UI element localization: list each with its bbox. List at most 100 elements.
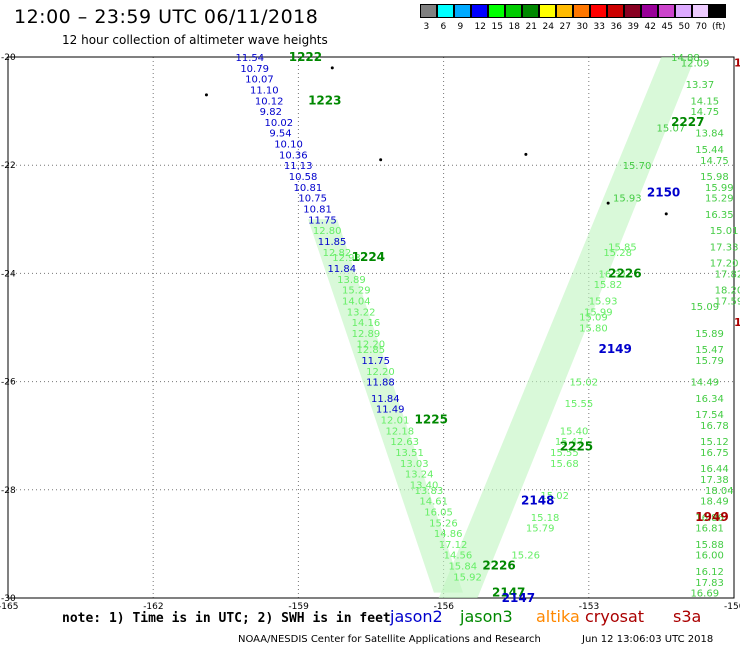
swh-value-jason3: 12.01: [381, 415, 410, 426]
pass-time-label: 1224: [352, 250, 385, 264]
page-subtitle: 12 hour collection of altimeter wave hei…: [62, 33, 328, 47]
swh-value-jason3: 15.89: [695, 329, 724, 340]
lon-tick-label: -156: [434, 602, 455, 612]
swh-value-jason3: 15.93: [589, 296, 618, 307]
swh-value-jason2: 11.10: [250, 85, 279, 96]
swh-value-jason3: 12.85: [356, 345, 385, 356]
legend-label: 33: [593, 22, 605, 32]
legend-label: 3: [423, 22, 430, 32]
swh-value-jason3: 14.75: [690, 107, 719, 118]
swh-value-jason3: 14.61: [419, 497, 448, 508]
legend-label: 9: [457, 22, 464, 32]
swh-value-jason3: 16.31: [598, 269, 627, 280]
pass-time-label: 2150: [647, 185, 680, 199]
swh-value-jason3: 16.44: [700, 464, 729, 475]
pass-time-label: 2226: [482, 559, 515, 573]
swh-value-cryosat: 12: [734, 56, 740, 69]
legend-swatch: [675, 4, 692, 18]
page-title: 12:00 – 23:59 UTC 06/11/2018: [14, 6, 319, 28]
pass-time-label: 2226: [608, 266, 641, 280]
swh-value-jason2: 11.84: [327, 264, 356, 275]
legend-swatch: [590, 4, 607, 18]
swh-value-jason3: 15.02: [540, 491, 569, 502]
swh-value-jason3: 14.04: [342, 296, 371, 307]
island-dot: [606, 201, 610, 205]
swh-value-jason3: 15.09: [690, 302, 719, 313]
swh-value-jason2: 10.10: [274, 140, 303, 151]
swh-value-jason3: 15.28: [603, 248, 632, 259]
lat-tick-label: -30: [1, 594, 16, 604]
swh-value-jason3: 13.24: [405, 470, 434, 481]
lon-tick-label: -165: [0, 602, 18, 612]
legend-label: 24: [542, 22, 554, 32]
swh-value-jason3: 13.03: [400, 459, 429, 470]
pass-time-label: 2225: [560, 440, 593, 454]
legend-swatch: [556, 4, 573, 18]
island-dot: [524, 152, 528, 156]
credit-text: NOAA/NESDIS Center for Satellite Applica…: [238, 634, 541, 645]
legend-swatch: [505, 4, 522, 18]
legend-swatch: [420, 4, 437, 18]
swh-value-jason3: 15.18: [531, 513, 560, 524]
pass-time-label: 2149: [598, 342, 631, 356]
swh-value-jason2: 11.75: [308, 215, 337, 226]
swh-value-jason2: 11.88: [366, 378, 395, 389]
island-dot: [204, 93, 208, 97]
swh-value-jason3: 15.01: [710, 226, 739, 237]
swh-value-jason3: 16.81: [695, 524, 724, 535]
swh-value-jason3: 15.85: [608, 242, 637, 253]
legend-label: 21: [525, 22, 537, 32]
legend-label: 50: [678, 22, 690, 32]
legend-swatch: [454, 4, 471, 18]
swh-value-jason3: 14.49: [690, 378, 719, 389]
swh-value-jason3: 16.00: [695, 551, 724, 562]
pass-time-label: 2147: [502, 591, 535, 605]
swh-value-jason3: 15.47: [695, 345, 724, 356]
lon-tick-label: -159: [288, 602, 309, 612]
swh-value-jason3: 15.93: [613, 194, 642, 205]
swh-value-jason3: 13.40: [410, 480, 439, 491]
swh-value-jason2: 10.07: [245, 75, 274, 86]
legend-label: 18: [508, 22, 520, 32]
satellite-key-jason3: jason3: [460, 607, 513, 626]
legend-unit: (ft): [712, 22, 726, 32]
swh-value-jason2: 10.81: [303, 204, 332, 215]
legend-swatch: [641, 4, 658, 18]
swh-value-jason2: 9.54: [269, 129, 291, 140]
pass-time-label: 2148: [521, 494, 554, 508]
swh-value-jason2: 11.84: [371, 394, 400, 405]
timestamp-text: Jun 12 13:06:03 UTC 2018: [582, 634, 714, 645]
swh-value-jason3: 12.20: [366, 367, 395, 378]
swath-band-east: [438, 57, 696, 598]
legend-swatch: [624, 4, 641, 18]
swh-value-jason3: 16.78: [700, 421, 729, 432]
swh-value-jason3: 15.98: [700, 172, 729, 183]
swh-value-jason3: 13.51: [395, 448, 424, 459]
swh-value-jason3: 17.59: [715, 296, 740, 307]
island-dot: [379, 158, 383, 162]
legend-swatch: [607, 4, 624, 18]
swath-band-west: [308, 219, 463, 593]
swh-value-jason3: 15.79: [695, 356, 724, 367]
footer-note: note: 1) Time is in UTC; 2) SWH is in fe…: [62, 611, 391, 626]
swh-value-jason3: 16.05: [424, 507, 453, 518]
legend-label: 15: [491, 22, 503, 32]
swh-value-jason3: 12.63: [390, 437, 419, 448]
swh-value-jason3: 15.79: [526, 524, 555, 535]
swh-value-jason3: 13.89: [337, 275, 366, 286]
swh-value-jason3: 13.37: [686, 80, 715, 91]
satellite-key-altika: altika: [536, 607, 580, 626]
legend-label: 39: [627, 22, 639, 32]
swh-value-jason3: 16.35: [705, 210, 734, 221]
color-legend: 3 6 9 12 15 18 21 24 27 30 33 36 39 42 45 50 70 (ft): [420, 4, 730, 34]
legend-swatch: [437, 4, 454, 18]
swh-value-jason3: 14.15: [690, 96, 719, 107]
legend-swatch: [488, 4, 505, 18]
swh-value-jason3: 15.29: [705, 194, 734, 205]
swh-value-jason3: 12.09: [681, 58, 710, 69]
swh-value-jason3: 17.54: [695, 410, 724, 421]
swh-value-jason2: 11.49: [376, 405, 405, 416]
swh-value-jason3: 18.04: [705, 486, 734, 497]
legend-label: 36: [610, 22, 622, 32]
